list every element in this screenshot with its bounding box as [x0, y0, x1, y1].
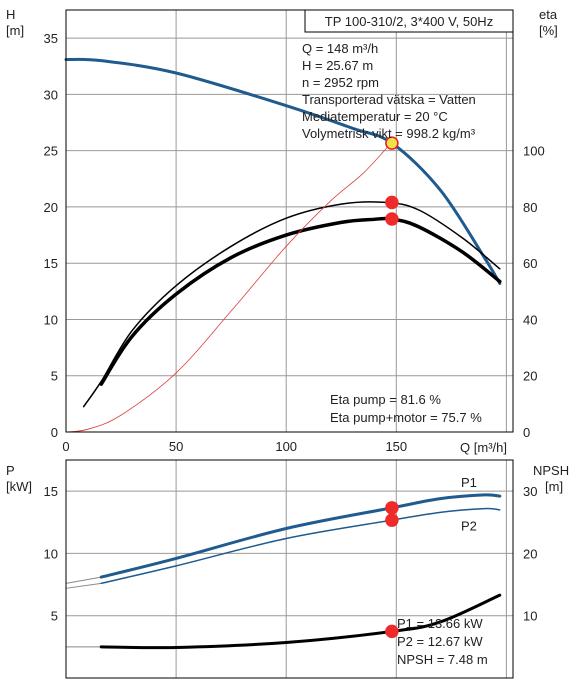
left-tick-label: 0	[51, 425, 58, 440]
operating-point-marker	[385, 212, 399, 226]
result-line: P2 = 12.67 kW	[397, 634, 483, 649]
right-tick-label: 80	[523, 200, 537, 215]
left-tick-label: 30	[44, 87, 58, 102]
bottom-chart-series	[65, 493, 502, 650]
info-line: H = 25.67 m	[302, 58, 373, 73]
tick-labels: 0 50 100 150 0 5 10 15 20 25 30 35 0 20 40 60 80 100 5 10 15…	[44, 31, 545, 624]
left-tick-label: 15	[44, 256, 58, 271]
bottom-left-axis-unit: [kW]	[6, 479, 32, 494]
right-tick-label: 100	[523, 144, 545, 159]
efficiency-info: Eta pump = 81.6 % Eta pump+motor = 75.7 …	[330, 392, 482, 425]
right-tick-label: 20	[523, 546, 537, 561]
top-left-axis-unit: [m]	[6, 23, 24, 38]
result-line: P1 = 13.66 kW	[397, 616, 483, 631]
curve-line	[82, 201, 501, 408]
left-tick-label: 10	[44, 312, 58, 327]
chart-title: TP 100-310/2, 3*400 V, 50Hz	[325, 14, 493, 29]
curve-extension	[83, 381, 102, 407]
top-right-axis-label: eta	[539, 7, 558, 22]
x-axis-label: Q [m³/h]	[460, 440, 507, 455]
left-tick-label: 20	[44, 200, 58, 215]
title-box	[304, 9, 514, 33]
bottom-right-axis-label: NPSH	[533, 463, 569, 478]
x-tick-label: 150	[385, 439, 407, 454]
x-tick-label: 50	[169, 439, 183, 454]
operating-point-marker	[385, 195, 399, 210]
eta-line: Eta pump+motor = 75.7 %	[330, 410, 482, 425]
curve-line	[99, 493, 502, 579]
info-line: Volymetrisk vikt = 998.2 kg/m³	[302, 126, 476, 141]
bottom-left-axis-label: P	[6, 463, 15, 478]
left-tick-label: 5	[51, 609, 58, 624]
series-labels: P1 P2	[461, 475, 477, 534]
right-tick-label: 30	[523, 484, 537, 499]
right-tick-label: 40	[523, 312, 537, 327]
right-tick-label: 0	[523, 425, 530, 440]
curve-line	[99, 216, 502, 386]
curve-extension	[65, 576, 102, 584]
curve-line	[99, 593, 502, 650]
x-tick-label: 100	[275, 439, 297, 454]
right-tick-label: 60	[523, 256, 537, 271]
info-line: Q = 148 m³/h	[302, 41, 378, 56]
info-line: Transporterad vätska = Vatten	[302, 92, 476, 107]
top-left-axis-label: H	[6, 7, 15, 22]
series-label: P2	[461, 519, 477, 534]
right-tick-label: 20	[523, 369, 537, 384]
series-label: P1	[461, 475, 477, 490]
eta-line: Eta pump = 81.6 %	[330, 392, 441, 407]
operating-point-marker	[385, 624, 399, 639]
info-line: Mediatemperatur = 20 °C	[302, 109, 448, 124]
result-line: NPSH = 7.48 m	[397, 652, 488, 667]
curve-line	[64, 57, 502, 285]
curve-extension	[65, 582, 102, 589]
top-chart-grid	[65, 10, 513, 433]
left-tick-label: 25	[44, 144, 58, 159]
curve-line	[100, 507, 501, 585]
info-line: n = 2952 rpm	[302, 75, 379, 90]
operating-point-marker	[385, 136, 399, 150]
top-right-axis-unit: [%]	[539, 23, 558, 38]
left-tick-label: 35	[44, 31, 58, 46]
top-chart-frame	[65, 9, 514, 433]
bottom-chart-frame	[65, 459, 514, 679]
top-chart-series	[64, 57, 502, 433]
x-tick-label: 0	[62, 439, 69, 454]
operating-point-marker	[385, 501, 399, 515]
operating-point-info: Q = 148 m³/h H = 25.67 m n = 2952 rpm Tr…	[302, 41, 476, 141]
left-tick-label: 5	[51, 369, 58, 384]
operating-point-marker	[385, 513, 399, 527]
curve-line	[65, 141, 393, 433]
power-info: P1 = 13.66 kW P2 = 12.67 kW NPSH = 7.48 …	[397, 616, 488, 667]
bottom-right-axis-unit: [m]	[545, 479, 563, 494]
left-tick-label: 10	[44, 546, 58, 561]
left-tick-label: 15	[44, 484, 58, 499]
right-tick-label: 10	[523, 609, 537, 624]
